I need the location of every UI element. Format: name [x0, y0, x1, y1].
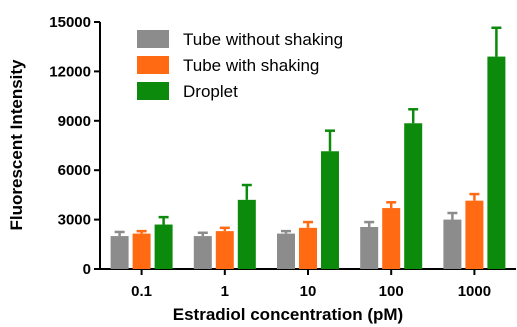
y-axis-title: Fluorescent Intensity [7, 59, 26, 231]
x-tick-label: 1000 [458, 283, 491, 300]
legend-swatch [137, 56, 169, 74]
bars [110, 26, 506, 270]
legend-label: Tube without shaking [183, 30, 343, 49]
y-tick-label: 15000 [49, 14, 91, 31]
bar [154, 224, 173, 269]
bar [277, 233, 295, 269]
bar [110, 236, 129, 269]
bar [237, 199, 256, 269]
y-tick-label: 0 [83, 261, 91, 278]
x-axis-title: Estradiol concentration (pM) [173, 305, 403, 324]
bar [465, 200, 484, 269]
x-tick-label: 1 [221, 283, 229, 300]
y-tick-label: 12000 [49, 63, 91, 80]
bar [382, 208, 401, 269]
bar [193, 236, 212, 269]
y-tick-label: 6000 [58, 162, 91, 179]
bar [321, 151, 339, 269]
legend-label: Tube with shaking [183, 56, 319, 75]
bar [404, 123, 423, 270]
bar [443, 219, 462, 269]
legend-label: Droplet [183, 82, 238, 101]
x-tick-label: 100 [379, 283, 404, 300]
bar [299, 227, 317, 269]
bar [132, 233, 151, 269]
y-tick-label: 9000 [58, 113, 91, 130]
bar [487, 56, 506, 269]
legend-swatch [137, 82, 169, 100]
bar [215, 231, 234, 269]
legend: Tube without shaking Tube with shaking Dro… [137, 30, 343, 101]
axes: 0 3000 6000 9000 12000 15000 0.1 1 10 100 1000 [49, 14, 516, 300]
legend-swatch [137, 30, 169, 48]
y-tick-label: 3000 [58, 212, 91, 229]
bar [360, 227, 379, 269]
x-tick-label: 10 [300, 283, 317, 300]
x-tick-label: 0.1 [131, 283, 152, 300]
